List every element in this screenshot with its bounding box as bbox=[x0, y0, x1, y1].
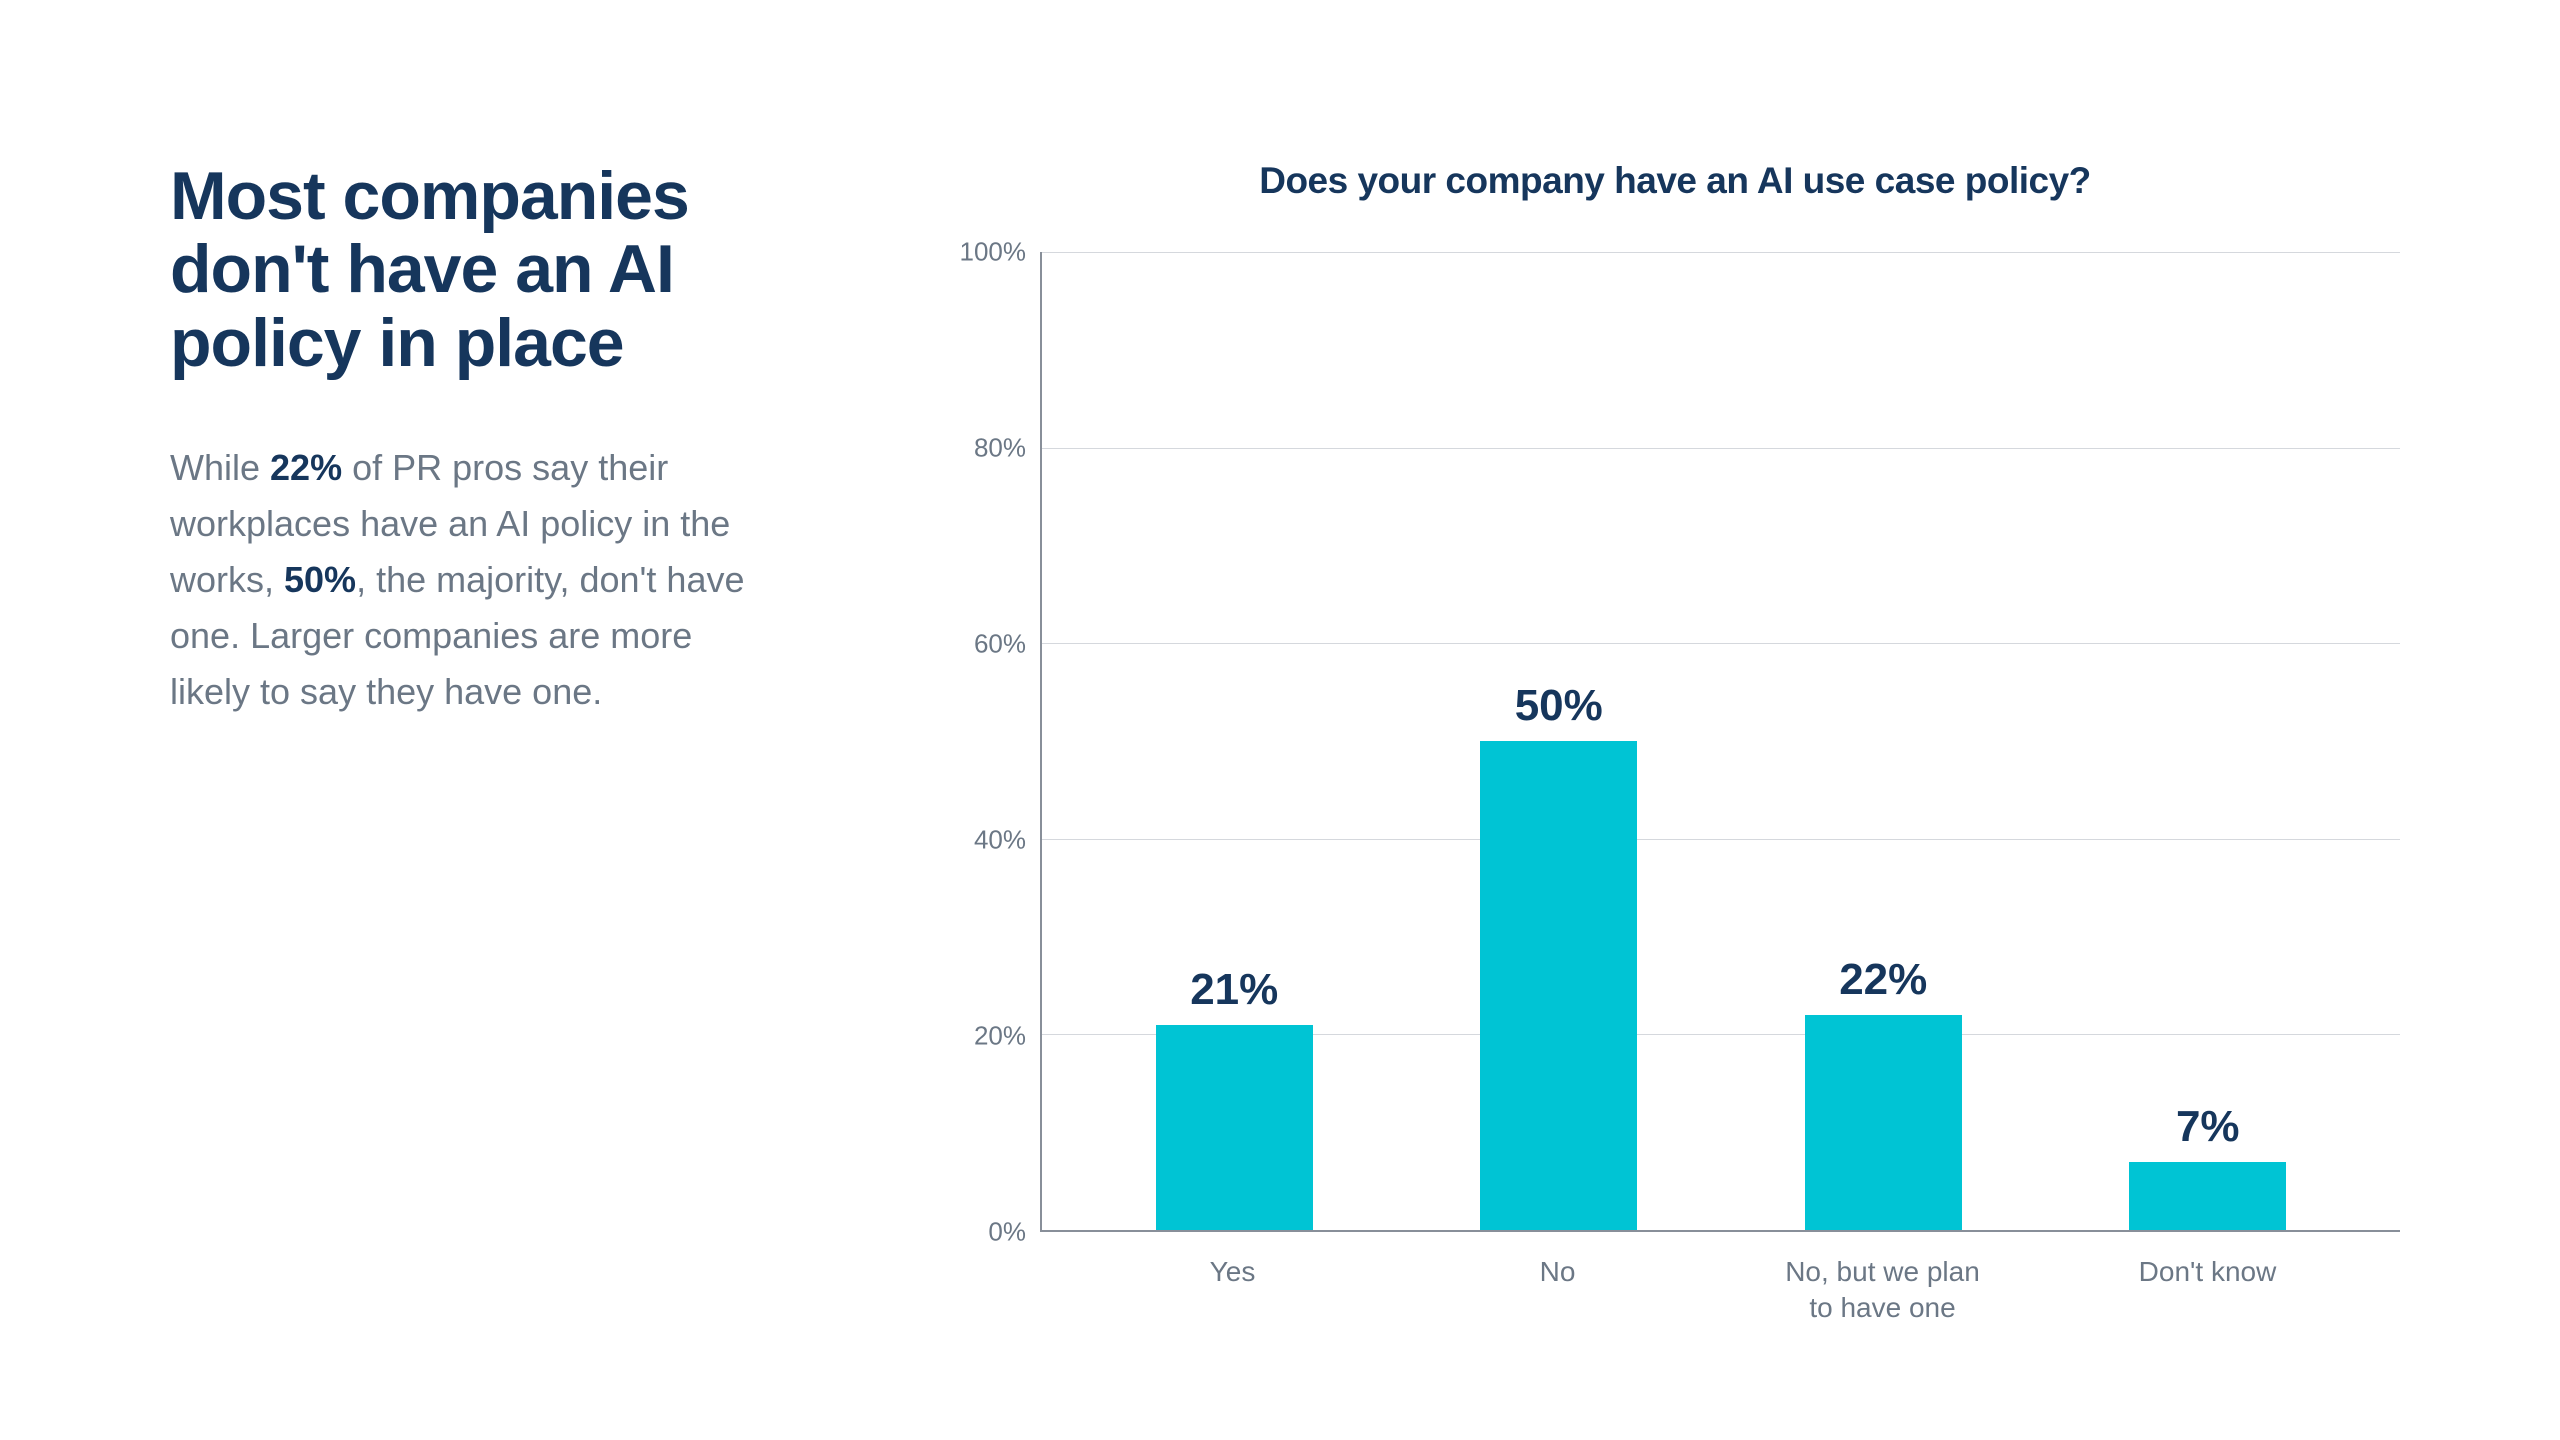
slide: Most companies don't have an AI policy i… bbox=[0, 0, 2560, 1440]
body-bold-1: 22% bbox=[270, 447, 342, 488]
x-axis-labels: Yes No No, but we plan to have one Don't kn… bbox=[1040, 1242, 2400, 1327]
bar-value-label: 50% bbox=[1515, 681, 1603, 731]
bars-container: 21% 50% 22% 7% bbox=[1042, 252, 2400, 1230]
x-tick-label: Don't know bbox=[2065, 1242, 2351, 1327]
plot-region: 21% 50% 22% 7% bbox=[1040, 252, 2400, 1232]
body-text-1: While bbox=[170, 447, 270, 488]
bar-rect bbox=[2129, 1162, 2286, 1230]
bar-value-label: 22% bbox=[1839, 955, 1927, 1005]
y-tick-label: 100% bbox=[960, 237, 1027, 268]
x-tick-label: No bbox=[1415, 1242, 1701, 1327]
y-axis: 0%20%40%60%80%100% bbox=[950, 252, 1040, 1232]
y-tick-label: 80% bbox=[974, 433, 1026, 464]
bar-slot: 21% bbox=[1091, 252, 1377, 1230]
bar-slot: 7% bbox=[2065, 252, 2351, 1230]
text-column: Most companies don't have an AI policy i… bbox=[170, 160, 870, 1320]
bar-rect bbox=[1156, 1025, 1313, 1230]
y-tick-label: 40% bbox=[974, 825, 1026, 856]
x-tick-label: Yes bbox=[1090, 1242, 1376, 1327]
body-bold-2: 50% bbox=[284, 559, 356, 600]
bar-value-label: 7% bbox=[2176, 1102, 2240, 1152]
bar-rect bbox=[1805, 1015, 1962, 1230]
body-paragraph: While 22% of PR pros say their workplace… bbox=[170, 440, 770, 719]
bar-value-label: 21% bbox=[1190, 965, 1278, 1015]
chart-area: 0%20%40%60%80%100% 21%50%22%7% YesNoNo, … bbox=[950, 252, 2400, 1232]
y-tick-label: 60% bbox=[974, 629, 1026, 660]
bar-slot: 50% bbox=[1416, 252, 1702, 1230]
chart-column: Does your company have an AI use case po… bbox=[870, 160, 2400, 1320]
y-tick-label: 0% bbox=[988, 1217, 1026, 1248]
chart-title: Does your company have an AI use case po… bbox=[950, 160, 2400, 202]
y-tick-label: 20% bbox=[974, 1021, 1026, 1052]
bar-rect bbox=[1480, 741, 1637, 1230]
bar-slot: 22% bbox=[1740, 252, 2026, 1230]
x-tick-label: No, but we plan to have one bbox=[1740, 1242, 2026, 1327]
headline: Most companies don't have an AI policy i… bbox=[170, 160, 770, 380]
